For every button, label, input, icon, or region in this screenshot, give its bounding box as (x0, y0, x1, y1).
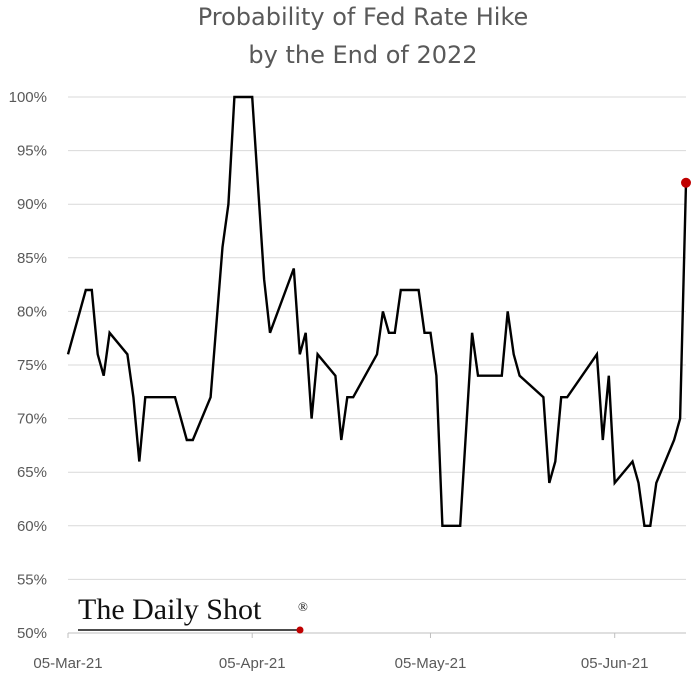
series-line (66, 95, 688, 527)
y-axis-tick-labels: 50% 55% 60% 65% 70% 75% 80% 85% 90% 95% 100% (9, 89, 47, 642)
y-tick-label: 80% (17, 303, 47, 320)
x-tick-label: 05-Jun-21 (581, 655, 649, 672)
y-tick-label: 85% (17, 250, 47, 267)
logo-registered-mark: ® (298, 599, 308, 614)
x-tick-label: 05-Mar-21 (33, 655, 102, 672)
y-tick-label: 95% (17, 143, 47, 160)
y-tick-label: 55% (17, 571, 47, 588)
chart-title-line-2: by the End of 2022 (248, 41, 477, 69)
x-axis: 05-Mar-21 05-Apr-21 05-May-21 05-Jun-21 (33, 632, 686, 672)
logo-text: The Daily Shot (78, 593, 262, 626)
y-tick-label: 50% (17, 625, 47, 642)
y-tick-label: 70% (17, 411, 47, 428)
chart-title-line-1: Probability of Fed Rate Hike (198, 3, 529, 31)
y-tick-label: 75% (17, 357, 47, 374)
series-layer (66, 95, 691, 527)
y-tick-label: 60% (17, 518, 47, 535)
x-tick-label: 05-May-21 (395, 655, 467, 672)
logo-dot (296, 626, 304, 634)
gridlines (68, 96, 686, 580)
latest-value-marker (681, 177, 691, 188)
y-tick-label: 65% (17, 464, 47, 481)
y-tick-label: 100% (9, 89, 47, 106)
y-tick-label: 90% (17, 196, 47, 213)
x-tick-label: 05-Apr-21 (219, 655, 286, 672)
daily-shot-logo: The Daily Shot ® (78, 593, 308, 634)
